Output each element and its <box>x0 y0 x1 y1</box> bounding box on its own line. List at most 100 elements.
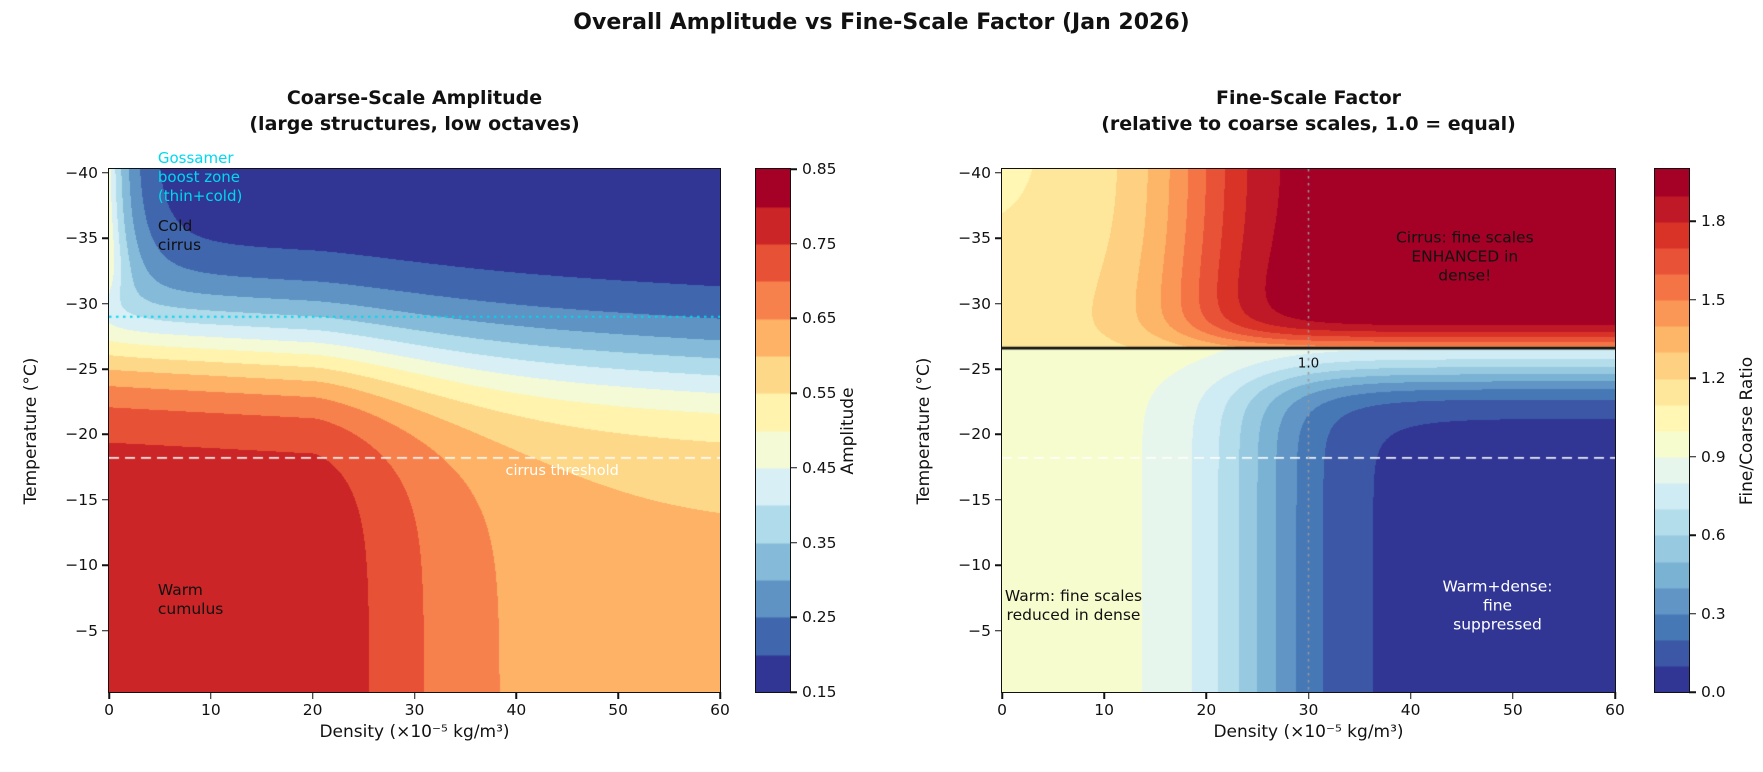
colorbar-tick-label: 0.45 <box>802 458 837 477</box>
colorbar-tick-label: 1.5 <box>1701 290 1726 309</box>
colorbar-tick-label: 0.75 <box>802 234 837 253</box>
y-tick-mark <box>995 302 1002 305</box>
colorbar-tick-label: 0.55 <box>802 384 837 403</box>
y-tick-label: −40 <box>958 163 991 182</box>
y-tick-label: −35 <box>65 229 98 248</box>
x-tick-mark <box>617 692 619 699</box>
y-tick-mark <box>102 172 109 174</box>
fine-plot-title-line2: (relative to coarse scales, 1.0 = equal) <box>1101 113 1516 135</box>
coarse-amplitude-plot: Coarse-Scale Amplitude (large structures… <box>21 87 730 742</box>
x-tick-label: 0 <box>997 701 1007 719</box>
figure-title: Overall Amplitude vs Fine-Scale Factor (… <box>573 10 1190 35</box>
colorbar-tick-mark <box>1689 691 1696 693</box>
colorbar-tick-mark <box>790 616 797 619</box>
colorbar-tick-mark <box>790 467 797 469</box>
colorbar-tick-mark <box>790 168 797 170</box>
ratio-colorbar-canvas <box>1655 169 1689 692</box>
x-tick-label: 40 <box>506 701 527 719</box>
warm-cumulus-annotation: Warm cumulus <box>157 580 224 618</box>
x-tick-mark <box>1512 692 1514 699</box>
x-tick-mark <box>108 692 110 699</box>
colorbar-tick-mark <box>790 541 797 544</box>
y-tick-mark <box>995 172 1002 174</box>
gossamer-annotation: Gossamer boost zone (thin+cold) <box>157 149 243 206</box>
y-tick-label: −35 <box>958 229 991 248</box>
x-tick-mark <box>1409 692 1412 699</box>
y-tick-mark <box>102 433 109 436</box>
colorbar-tick-label: 1.2 <box>1701 369 1726 388</box>
amplitude-colorbar-canvas <box>756 169 790 692</box>
x-tick-label: 60 <box>710 701 730 719</box>
y-tick-label: −40 <box>65 163 98 182</box>
y-tick-label: −25 <box>958 360 991 379</box>
x-tick-mark <box>1205 692 1208 699</box>
x-tick-mark <box>1001 692 1003 699</box>
x-tick-mark <box>210 692 212 699</box>
fine-plot-title-line1: Fine-Scale Factor <box>1215 87 1402 109</box>
y-tick-mark <box>102 368 109 370</box>
y-tick-label: −10 <box>65 556 98 575</box>
x-axis-label: Density (×10⁻⁵ kg/m³) <box>1213 722 1404 742</box>
x-tick-label: 50 <box>1502 701 1523 719</box>
cirrus-enhanced-annotation: Cirrus: fine scales ENHANCED in dense! <box>1395 228 1534 285</box>
colorbar-tick-mark <box>1689 612 1696 615</box>
y-tick-label: −5 <box>75 621 98 640</box>
colorbar-tick-label: 0.15 <box>802 683 837 701</box>
y-tick-label: −5 <box>968 621 991 640</box>
x-tick-label: 0 <box>104 701 114 719</box>
x-tick-mark <box>1307 692 1310 699</box>
colorbar-tick-label: 0.35 <box>802 533 837 552</box>
y-tick-label: −30 <box>65 294 98 313</box>
y-tick-mark <box>995 499 1002 501</box>
y-tick-label: −30 <box>958 294 991 313</box>
y-tick-mark <box>102 302 109 305</box>
y-tick-label: −20 <box>65 425 98 444</box>
colorbar-tick-mark <box>790 317 797 320</box>
y-tick-label: −25 <box>65 360 98 379</box>
x-tick-mark <box>515 692 518 699</box>
x-tick-mark <box>1103 692 1105 699</box>
amplitude-colorbar: Amplitude 0.85 0.75 0.65 0.55 0.45 0.35 0.25 0.… <box>755 160 858 701</box>
cold-cirrus-annotation: Cold cirrus <box>157 217 202 255</box>
cirrus-threshold-label: cirrus threshold <box>505 462 619 479</box>
colorbar-tick-label: 0.9 <box>1701 447 1726 466</box>
y-tick-mark <box>995 237 1002 240</box>
y-tick-label: −15 <box>958 490 991 509</box>
y-tick-mark <box>995 368 1002 370</box>
colorbar-tick-label: 0.0 <box>1701 683 1726 701</box>
x-tick-label: 60 <box>1605 701 1625 719</box>
colorbar-tick-mark <box>1689 220 1696 223</box>
y-tick-mark <box>995 433 1002 436</box>
x-tick-label: 40 <box>1400 701 1421 719</box>
colorbar-tick-mark <box>1689 377 1696 379</box>
warm-reduced-annotation: Warm: fine scales reduced in dense <box>1004 586 1143 624</box>
colorbar-tick-label: 0.65 <box>802 309 837 328</box>
x-tick-label: 10 <box>1094 701 1115 719</box>
x-tick-label: 20 <box>302 701 323 719</box>
y-tick-mark <box>102 237 109 240</box>
x-tick-mark <box>413 692 416 699</box>
y-tick-mark <box>995 629 1002 632</box>
ratio-colorbar: Fine/Coarse Ratio 1.8 1.5 1.2 0.9 0.6 0.3 0.0 <box>1654 168 1757 701</box>
y-tick-mark <box>102 564 109 566</box>
x-tick-label: 20 <box>1196 701 1217 719</box>
y-tick-mark <box>102 499 109 501</box>
y-axis-label: Temperature (°C) <box>914 357 934 504</box>
x-tick-mark <box>719 692 721 699</box>
fine-scale-factor-plot: Fine-Scale Factor (relative to coarse sc… <box>914 87 1625 742</box>
x-tick-mark <box>1614 692 1616 699</box>
ratio-one-label: 1.0 <box>1297 355 1320 372</box>
x-tick-label: 10 <box>200 701 221 719</box>
coarse-plot-title-line2: (large structures, low octaves) <box>249 113 580 135</box>
y-tick-label: −10 <box>958 556 991 575</box>
x-tick-label: 50 <box>608 701 629 719</box>
fine-plot-title: Fine-Scale Factor (relative to coarse sc… <box>1101 85 1516 137</box>
colorbar-tick-mark <box>790 392 797 394</box>
colorbar-tick-mark <box>1689 299 1696 301</box>
coarse-plot-title: Coarse-Scale Amplitude (large structures… <box>249 85 579 137</box>
colorbar-tick-label: 0.3 <box>1701 604 1726 623</box>
y-tick-label: −20 <box>958 425 991 444</box>
ratio-heatmap-canvas <box>1002 169 1615 692</box>
x-tick-label: 30 <box>404 701 425 719</box>
